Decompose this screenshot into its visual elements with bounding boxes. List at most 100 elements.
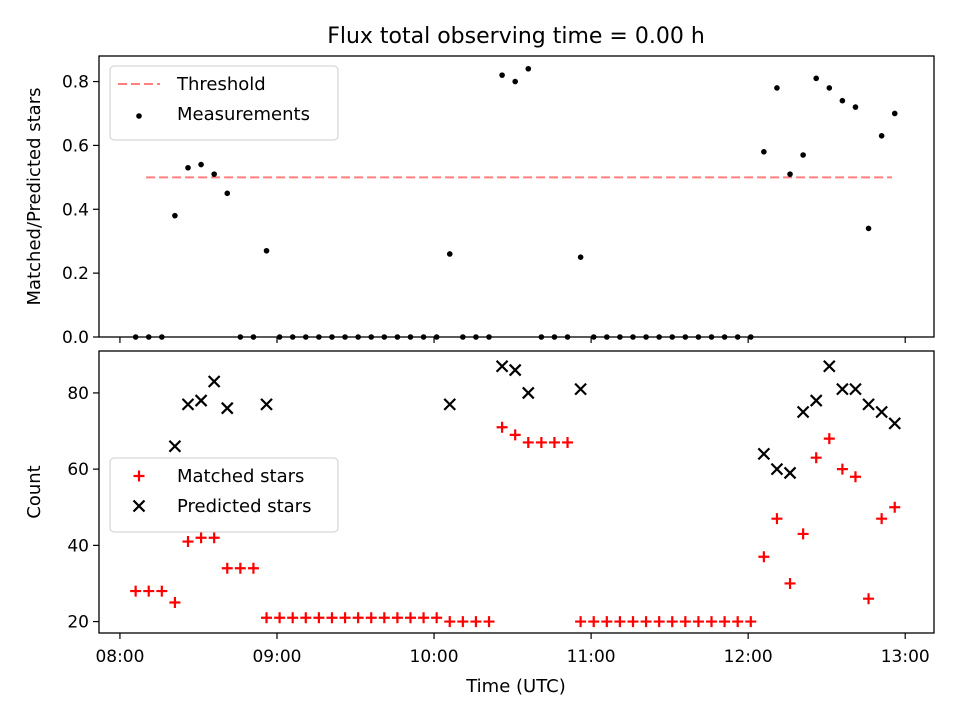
predicted-point xyxy=(260,398,273,411)
predicted-point xyxy=(823,359,836,373)
predicted-point xyxy=(796,405,810,419)
predicted-point xyxy=(875,405,888,419)
measurement-point xyxy=(224,190,231,197)
matched-point xyxy=(313,612,325,624)
x-tick-label: 13:00 xyxy=(881,647,930,667)
predicted-point xyxy=(508,363,522,377)
bottom-panel: 20 40 60 80 08:00 09:00 10:00 11:00 12:00 13:00 Co… xyxy=(24,350,935,667)
measurement-point xyxy=(774,85,780,91)
matched-point xyxy=(496,421,508,433)
predicted-point xyxy=(770,462,784,476)
top-panel: 0.0 0.2 0.4 0.6 0.8 Matched/Predicted stars Th… xyxy=(24,55,935,348)
legend-predicted-swatch xyxy=(132,499,146,513)
legend-label: Matched stars xyxy=(177,466,304,487)
matched-point xyxy=(247,562,259,574)
y-tick-label: 40 xyxy=(67,536,89,556)
measurement-point xyxy=(878,133,885,139)
matched-point xyxy=(548,436,560,448)
predicted-point xyxy=(809,394,823,407)
axes-frame xyxy=(98,350,935,634)
matched-point xyxy=(221,562,233,574)
x-tick-label: 08:00 xyxy=(95,647,144,667)
matched-point xyxy=(719,616,731,628)
matched-point xyxy=(431,612,443,624)
measurement-point xyxy=(499,72,505,78)
matched-point xyxy=(444,616,456,628)
predicted-point xyxy=(783,466,797,480)
measurement-point xyxy=(185,164,191,171)
legend-box xyxy=(109,65,339,141)
measurement-point xyxy=(813,75,820,82)
measurement-point xyxy=(865,225,872,232)
matched-point xyxy=(195,532,207,544)
matched-point xyxy=(849,471,861,483)
matched-point xyxy=(509,429,521,441)
x-tick-label: 09:00 xyxy=(252,647,301,667)
measurement-point xyxy=(211,171,217,177)
matched-point xyxy=(771,513,783,525)
matched-point xyxy=(182,536,194,548)
matched-point xyxy=(326,612,338,624)
matched-point xyxy=(666,616,678,628)
matched-point xyxy=(588,616,600,628)
predicted-point xyxy=(220,401,234,415)
matched-point xyxy=(863,593,875,605)
predicted-point xyxy=(194,394,208,407)
y-tick-label: 80 xyxy=(67,384,89,404)
legend-measurement-swatch xyxy=(136,113,142,119)
y-tick-label: 20 xyxy=(67,613,89,633)
y-tick-label: 0.0 xyxy=(62,328,89,348)
measurement-point xyxy=(172,212,178,219)
predicted-point xyxy=(168,439,182,453)
matched-point xyxy=(614,616,626,628)
measurement-point xyxy=(446,251,453,257)
matched-point xyxy=(261,612,273,624)
matched-point xyxy=(810,452,822,464)
x-tick-label: 12:00 xyxy=(724,647,773,667)
matched-point xyxy=(365,612,377,624)
axes-frame xyxy=(98,55,935,338)
matched-point xyxy=(876,513,888,525)
matched-point xyxy=(758,551,770,563)
y-axis-label: Count xyxy=(24,465,45,518)
matched-point xyxy=(418,612,430,624)
matched-point xyxy=(745,616,757,628)
measurement-point xyxy=(761,148,767,155)
matched-point xyxy=(692,616,704,628)
matched-point xyxy=(522,436,534,448)
measurement-point xyxy=(852,104,859,110)
matched-point xyxy=(562,436,574,448)
legend-label: Threshold xyxy=(176,74,266,95)
matched-point xyxy=(300,612,312,624)
matched-point xyxy=(653,616,665,628)
y-axis-label: Matched/Predicted stars xyxy=(24,88,45,306)
legend-matched-swatch xyxy=(133,470,145,482)
matched-point xyxy=(535,436,547,448)
matched-point xyxy=(234,562,246,574)
predicted-point xyxy=(495,359,509,373)
measurement-point xyxy=(839,97,846,104)
matched-point xyxy=(823,433,835,445)
predicted-point xyxy=(836,382,849,396)
matched-point xyxy=(640,616,652,628)
matched-point xyxy=(706,616,718,628)
matched-point xyxy=(679,616,691,628)
matched-point xyxy=(130,585,142,597)
matched-point xyxy=(378,612,390,624)
matched-point xyxy=(457,616,469,628)
predicted-point xyxy=(849,382,862,396)
predicted-point xyxy=(443,398,457,411)
matched-point xyxy=(470,616,482,628)
matched-point xyxy=(784,577,796,589)
y-tick-label: 60 xyxy=(67,460,89,480)
x-tick-label: 10:00 xyxy=(410,647,459,667)
measurement-point xyxy=(891,110,898,117)
y-tick-label: 0.2 xyxy=(62,264,89,284)
y-tick-label: 0.6 xyxy=(62,136,89,156)
matched-point xyxy=(169,597,181,609)
matched-point xyxy=(627,616,639,628)
matched-point xyxy=(404,612,416,624)
predicted-point xyxy=(181,398,195,411)
predicted-point xyxy=(757,447,771,461)
